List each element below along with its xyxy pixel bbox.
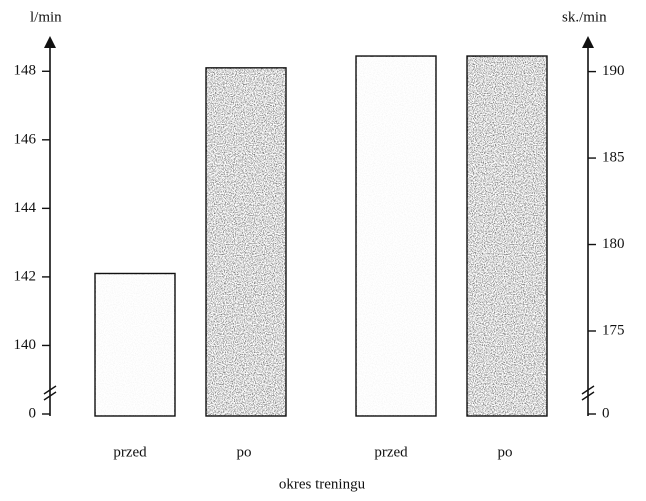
axis-break (581, 385, 595, 395)
y2-tick-label: 190 (602, 63, 625, 79)
y-axis-arrow (44, 36, 56, 48)
axis-break (43, 385, 57, 395)
y-tick-label: 140 (14, 337, 37, 353)
y-axis-label: l/min (30, 9, 62, 25)
bar (205, 67, 287, 417)
y2-tick-label: 175 (602, 322, 625, 338)
bar-outline (94, 272, 176, 417)
x-tick-label: po (498, 444, 513, 460)
y-tick-label: 146 (14, 131, 37, 147)
y-tick-label: 144 (14, 200, 37, 216)
axis-break (581, 391, 595, 401)
x-tick-label: przed (113, 444, 147, 460)
x-axis-label: okres treningu (279, 476, 366, 492)
x-tick-label: po (237, 444, 252, 460)
bar (94, 272, 176, 417)
axis-break (43, 391, 57, 401)
y2-tick-label: 185 (602, 149, 625, 165)
y2-axis-label: sk./min (562, 9, 607, 25)
x-tick-label: przed (374, 444, 408, 460)
bar-outline (355, 55, 437, 417)
y-tick-label: 148 (14, 63, 37, 79)
y2-tick-label: 0 (602, 405, 610, 421)
y2-tick-label: 180 (602, 236, 625, 252)
y-tick-label: 0 (29, 405, 37, 421)
bar (466, 55, 548, 417)
bar (355, 55, 437, 417)
bar-outline (466, 55, 548, 417)
bar-outline (205, 67, 287, 417)
y-tick-label: 142 (14, 268, 37, 284)
y2-axis-arrow (582, 36, 594, 48)
